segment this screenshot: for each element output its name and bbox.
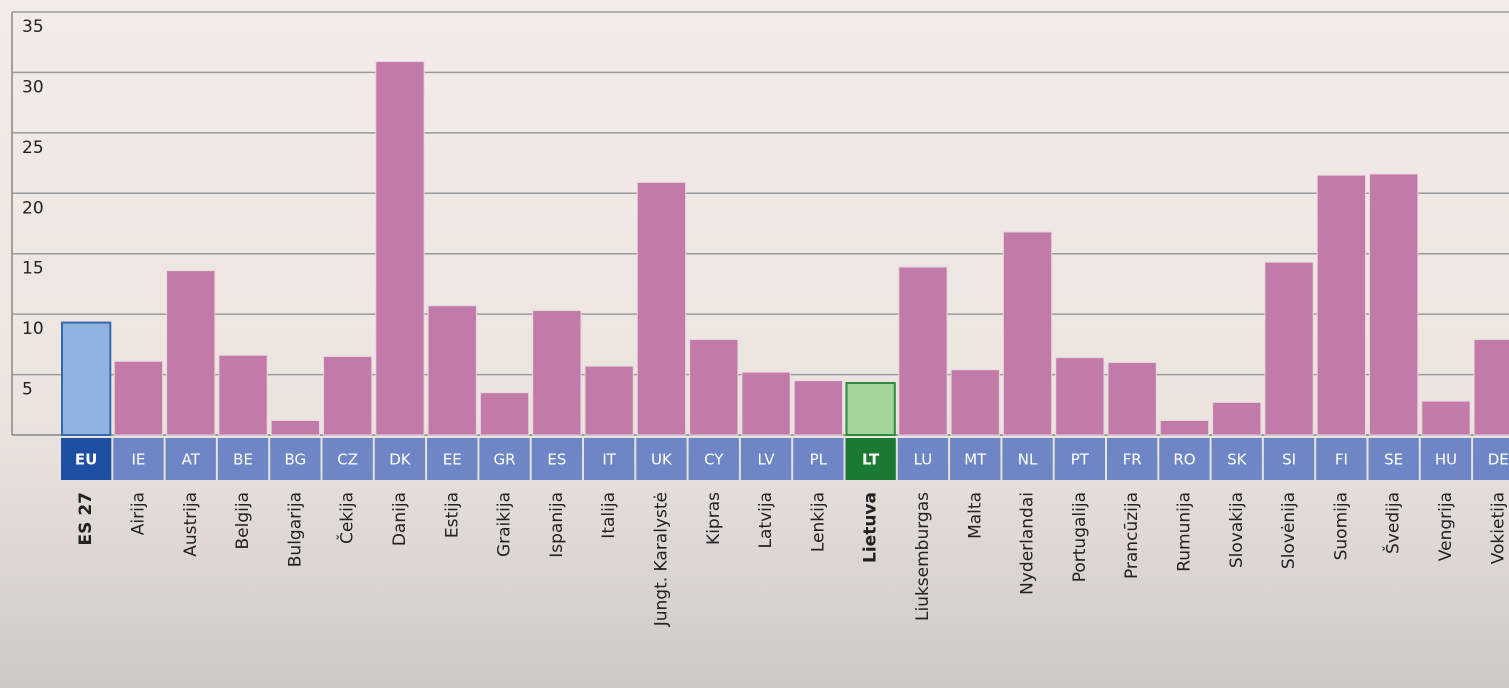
x-tick-label: Nyderlandai: [1018, 492, 1038, 595]
bar: [219, 355, 267, 435]
category-code: SE: [1384, 451, 1403, 469]
x-tick-label: Danija: [390, 492, 410, 546]
bar: [376, 62, 424, 435]
category-code: IT: [602, 451, 616, 469]
bar: [585, 366, 633, 435]
x-tick-label: Prancūzija: [1122, 492, 1142, 579]
category-code: PL: [810, 451, 828, 469]
x-tick-label: Italija: [599, 492, 619, 539]
category-code: BE: [233, 451, 253, 469]
bar: [899, 267, 947, 435]
x-tick-label: Vengrija: [1436, 492, 1456, 561]
bar: [1056, 358, 1104, 435]
x-tick-label: Bulgarija: [285, 492, 305, 567]
x-tick-label: Austrija: [181, 492, 201, 557]
category-code: DE: [1488, 451, 1509, 469]
category-code: LV: [758, 451, 776, 469]
bar: [1422, 401, 1470, 435]
x-tick-label: Belgija: [233, 492, 253, 550]
category-code: RO: [1173, 451, 1195, 469]
category-code: SK: [1227, 451, 1248, 469]
x-tick-label: Lenkija: [808, 492, 828, 552]
category-code: BG: [285, 451, 307, 469]
x-tick-label: Airija: [128, 492, 148, 535]
category-code: DK: [389, 451, 412, 469]
x-tick-label: Slovakija: [1227, 492, 1247, 568]
category-code: AT: [182, 451, 201, 469]
category-code: CZ: [337, 451, 358, 469]
bar: [1160, 420, 1208, 435]
y-tick-label: 5: [22, 380, 33, 400]
category-code: LT: [862, 451, 880, 469]
bar: [794, 381, 842, 435]
bar: [1317, 175, 1365, 435]
category-code: HU: [1435, 451, 1457, 469]
y-tick-label: 25: [22, 138, 44, 158]
x-tick-label: Jungt. Karalystė: [651, 492, 671, 627]
category-code: EU: [75, 451, 97, 469]
bar: [533, 311, 581, 435]
y-tick-label: 10: [22, 319, 44, 339]
x-tick-label: Estija: [442, 492, 462, 538]
x-tick-label: ES 27: [76, 492, 96, 545]
bar: [1213, 402, 1261, 435]
category-code: IE: [131, 451, 145, 469]
category-code: FI: [1335, 451, 1348, 469]
bar: [1108, 362, 1156, 435]
x-tick-label: Vokietija: [1488, 492, 1508, 564]
bar: [637, 182, 685, 435]
y-tick-label: 20: [22, 198, 44, 218]
bar: [167, 271, 215, 435]
bar: [1370, 174, 1418, 435]
category-code: UK: [651, 451, 673, 469]
bar: [1474, 340, 1509, 435]
bar: [480, 393, 528, 435]
y-tick-label: 15: [22, 259, 44, 279]
category-code: MT: [964, 451, 987, 469]
category-code: GR: [494, 451, 516, 469]
x-tick-label: Ispanija: [547, 492, 567, 558]
category-code: SI: [1282, 451, 1296, 469]
x-tick-label: Švedija: [1382, 492, 1404, 554]
x-tick-label: Lietuva: [861, 492, 881, 563]
category-code: CY: [704, 451, 724, 469]
y-tick-label: 35: [22, 17, 44, 37]
category-code: LU: [914, 451, 933, 469]
bar: [271, 420, 319, 435]
x-tick-label: Kipras: [704, 492, 724, 545]
x-tick-label: Latvija: [756, 492, 776, 548]
category-code: NL: [1018, 451, 1038, 469]
bar: [428, 306, 476, 435]
category-code: ES: [547, 451, 566, 469]
x-tick-label: Graikija: [495, 492, 515, 557]
bar: [62, 323, 110, 435]
x-tick-label: Suomija: [1331, 492, 1351, 560]
y-tick-label: 30: [22, 77, 44, 97]
bar: [114, 361, 162, 435]
x-tick-label: Portugalija: [1070, 492, 1090, 582]
x-tick-label: Čekija: [336, 492, 358, 544]
bar: [742, 372, 790, 435]
x-tick-label: Malta: [965, 492, 985, 539]
bar: [1265, 262, 1313, 435]
x-tick-label: Slovėnija: [1279, 492, 1299, 569]
category-code: PT: [1071, 451, 1090, 469]
bar: [951, 370, 999, 435]
bar: [847, 383, 895, 435]
bar: [324, 356, 372, 435]
bar: [1003, 232, 1051, 435]
x-tick-label: Rumunija: [1174, 492, 1194, 572]
chart: 5 10 15 20 25 30 35 EU ES 27 IE Airija AT Austrija BE…: [0, 0, 1509, 688]
category-code: EE: [443, 451, 462, 469]
bar: [690, 340, 738, 435]
category-code: FR: [1123, 451, 1142, 469]
x-tick-label: Liuksemburgas: [913, 492, 933, 621]
